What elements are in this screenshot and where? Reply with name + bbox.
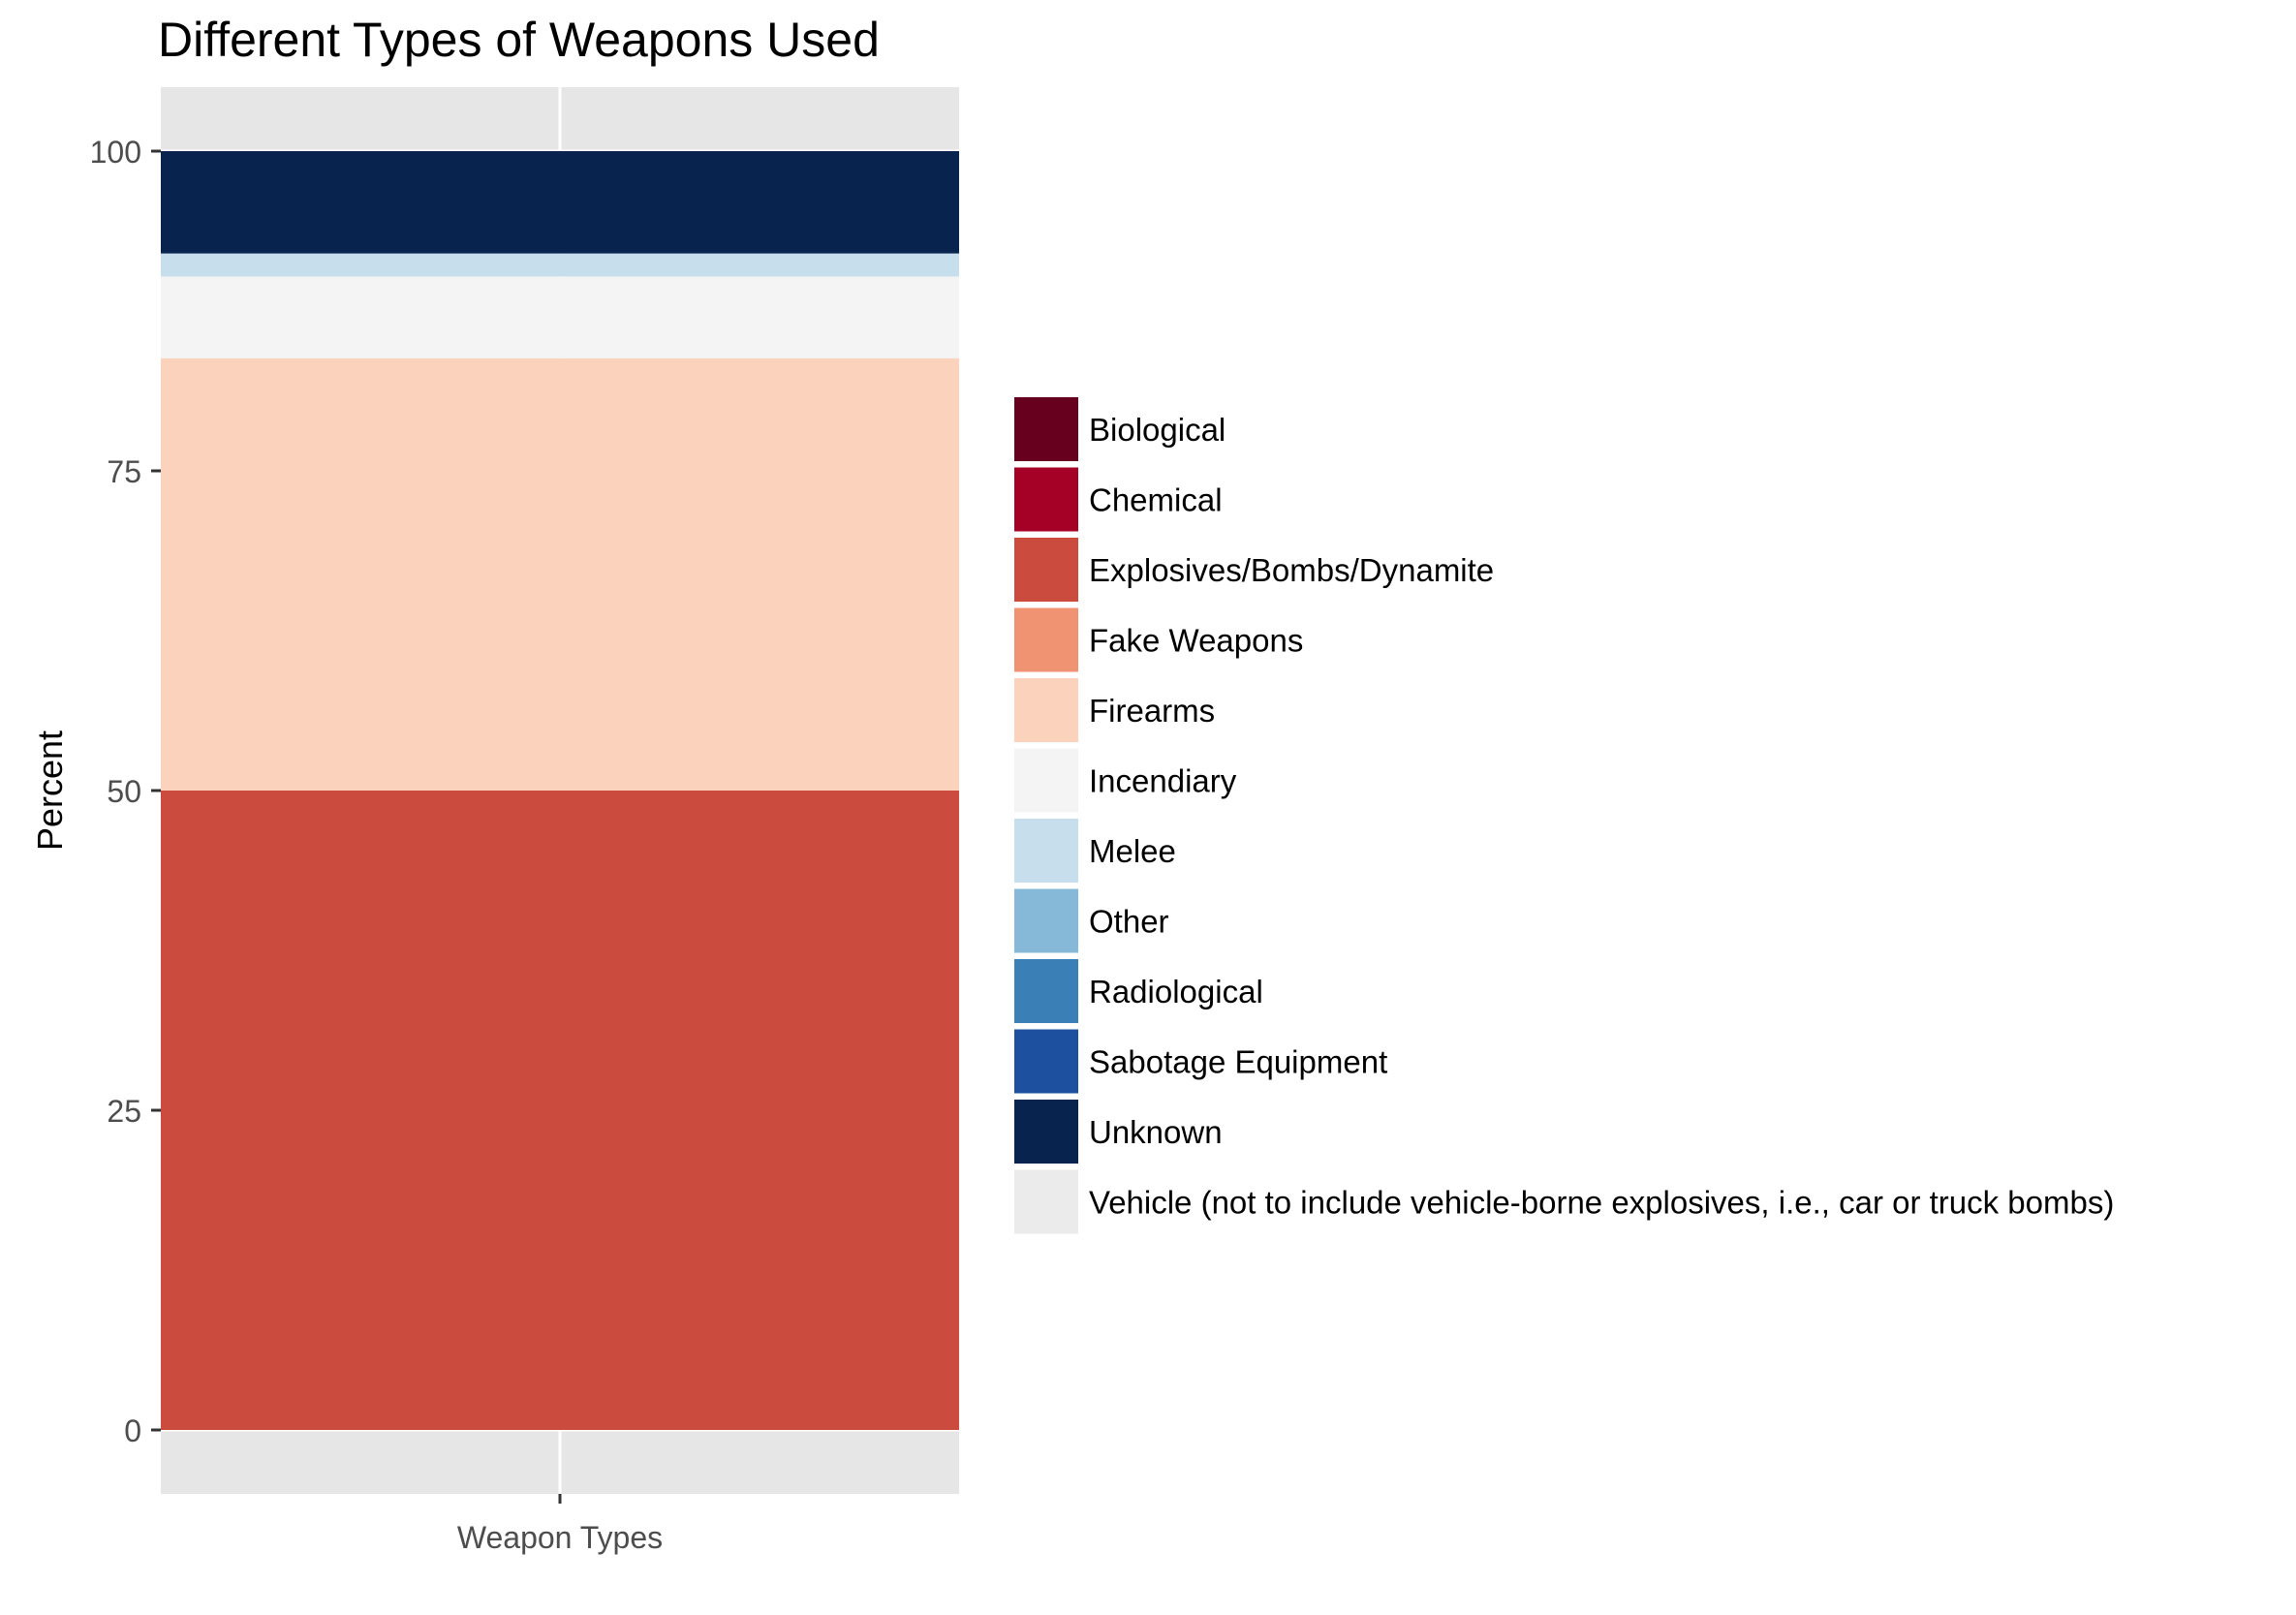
legend-label: Explosives/Bombs/Dynamite xyxy=(1089,552,1494,588)
legend-label: Sabotage Equipment xyxy=(1089,1044,1387,1080)
legend-label: Radiological xyxy=(1089,974,1263,1009)
legend-label: Melee xyxy=(1089,833,1176,869)
legend-key xyxy=(1012,1167,1080,1236)
legend-key xyxy=(1012,395,1080,463)
legend-label: Unknown xyxy=(1089,1114,1223,1150)
legend-label: Fake Weapons xyxy=(1089,623,1303,659)
legend-label: Other xyxy=(1089,904,1169,940)
legend-key xyxy=(1012,746,1080,815)
legend-label: Chemical xyxy=(1089,482,1223,518)
y-axis: 0 25 50 75 100 xyxy=(90,135,161,1448)
x-tick-label: Weapon Types xyxy=(457,1520,663,1555)
legend: Biological Chemical Explosives/Bombs/Dynam… xyxy=(1012,395,2114,1236)
y-axis-label: Percent xyxy=(30,730,70,851)
legend-label: Vehicle (not to include vehicle-borne ex… xyxy=(1089,1185,2114,1221)
legend-key xyxy=(1012,817,1080,885)
legend-key xyxy=(1012,1027,1080,1096)
chart-title: Different Types of Weapons Used xyxy=(158,13,880,67)
legend-key xyxy=(1012,606,1080,674)
bar-segment xyxy=(161,791,959,1430)
y-tick-label: 0 xyxy=(124,1413,141,1448)
y-tick-label: 100 xyxy=(90,135,141,170)
y-tick-label: 25 xyxy=(107,1094,141,1129)
x-axis: Weapon Types xyxy=(457,1494,663,1555)
bar-segment xyxy=(161,276,959,358)
legend-key xyxy=(1012,676,1080,744)
y-tick-label: 50 xyxy=(107,774,141,809)
legend-key xyxy=(1012,957,1080,1025)
bar-segment xyxy=(161,357,959,791)
y-tick-label: 75 xyxy=(107,454,141,489)
bar-segment xyxy=(161,253,959,277)
legend-key xyxy=(1012,536,1080,604)
bar-segments xyxy=(161,151,959,1430)
legend-label: Incendiary xyxy=(1089,763,1237,799)
legend-label: Firearms xyxy=(1089,693,1215,729)
legend-key xyxy=(1012,1098,1080,1165)
legend-label: Biological xyxy=(1089,412,1226,448)
legend-key xyxy=(1012,886,1080,955)
bar-segment xyxy=(161,151,959,254)
legend-key xyxy=(1012,465,1080,534)
